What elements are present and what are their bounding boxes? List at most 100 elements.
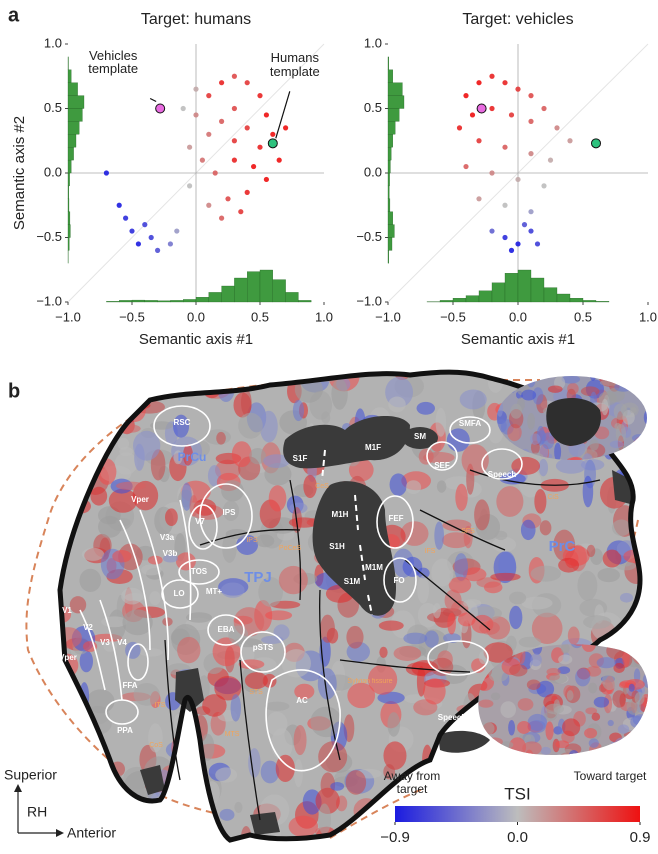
texture-blob: [245, 672, 268, 689]
texture-blob: [584, 728, 597, 738]
texture-blob: [591, 823, 616, 848]
roi-label: FFA: [122, 681, 137, 690]
texture-blob: [355, 827, 377, 849]
x-histogram-bar: [557, 294, 570, 302]
point: [245, 190, 250, 195]
x-histogram-bar: [183, 299, 196, 302]
y-tick-label: 0.0: [364, 164, 382, 179]
texture-blob: [509, 592, 526, 605]
texture-blob: [318, 803, 331, 834]
texture-blob: [577, 571, 597, 601]
texture-blob: [478, 700, 493, 708]
texture-blob: [379, 620, 404, 630]
x-histogram-bar: [119, 300, 132, 302]
roi-label: MT+: [206, 587, 223, 596]
point: [509, 248, 514, 253]
texture-blob: [293, 400, 304, 421]
point: [245, 80, 250, 85]
orientation: Superior RH Anterior: [4, 767, 116, 841]
texture-blob: [387, 712, 400, 737]
point: [257, 93, 262, 98]
texture-blob: [642, 631, 648, 638]
texture-blob: [379, 647, 387, 658]
texture-blob: [469, 774, 497, 806]
x-axis-label: Semantic axis #1: [139, 331, 253, 348]
texture-blob: [231, 694, 241, 721]
point: [232, 74, 237, 79]
sulcus-label: Sylvian fissure: [345, 678, 395, 702]
point: [219, 80, 224, 85]
roi-label: S1F: [293, 454, 308, 463]
sulcus-label: IFS: [425, 548, 436, 555]
x-histogram-bar: [196, 297, 209, 302]
roi-label: V4: [117, 638, 127, 647]
point: [489, 74, 494, 79]
orientation-label: RH: [27, 804, 47, 820]
texture-blob: [53, 749, 83, 775]
texture-blob: [506, 369, 538, 382]
texture-blob: [117, 816, 148, 825]
texture-blob: [632, 434, 646, 442]
y-histogram-bar: [388, 134, 393, 147]
texture-blob: [190, 495, 198, 517]
point: [187, 145, 192, 150]
landmark-label: PrCu: [178, 450, 207, 464]
point: [528, 151, 533, 156]
roi-label: FEF: [388, 514, 403, 523]
texture-blob: [460, 750, 492, 774]
point: [470, 112, 475, 117]
texture-blob: [614, 382, 632, 391]
roi-label: EBA: [218, 625, 235, 634]
point: [528, 209, 533, 214]
panel-label: b: [8, 380, 20, 402]
y-histogram-bar: [388, 70, 393, 83]
y-histogram-bar: [68, 96, 84, 109]
point: [232, 138, 237, 143]
roi-label: SM: [414, 432, 426, 441]
roi-label: AC: [296, 696, 308, 705]
x-histogram-bar: [106, 301, 119, 302]
texture-blob: [530, 654, 541, 667]
texture-blob: [641, 642, 655, 657]
roi-label: M1M: [365, 563, 383, 572]
texture-blob: [54, 627, 82, 648]
x-tick-label: 0.5: [251, 309, 269, 324]
texture-blob: [509, 664, 527, 676]
y-histogram-bar: [388, 238, 392, 251]
point: [129, 228, 134, 233]
texture-blob: [419, 449, 434, 465]
chart-title: Target: vehicles: [462, 11, 573, 28]
texture-blob: [546, 668, 560, 676]
texture-blob: [490, 573, 520, 581]
texture-blob: [173, 811, 202, 840]
texture-blob: [590, 369, 596, 381]
texture-blob: [616, 424, 626, 443]
y-histogram-bar: [68, 199, 69, 212]
point: [567, 138, 572, 143]
colorbar-tick-label: 0.0: [507, 829, 528, 846]
x-histogram-bar: [273, 280, 286, 302]
x-tick-label: 0.0: [509, 309, 527, 324]
texture-blob: [612, 519, 631, 536]
point: [509, 112, 514, 117]
point: [206, 93, 211, 98]
point: [502, 203, 507, 208]
texture-blob: [548, 385, 563, 392]
texture-blob: [588, 755, 601, 767]
annotation: Vehicles template: [73, 49, 153, 85]
texture-blob: [121, 588, 143, 605]
texture-blob: [629, 684, 635, 692]
roi-label: M1H: [332, 510, 349, 519]
roi-label: IPS: [223, 508, 237, 517]
point: [219, 119, 224, 124]
texture-blob: [584, 827, 592, 849]
sulcus-label: CiS: [547, 494, 559, 501]
point: [225, 196, 230, 201]
x-tick-label: 1.0: [639, 309, 657, 324]
texture-blob: [491, 692, 501, 700]
point: [463, 164, 468, 169]
texture-blob: [310, 707, 342, 738]
y-tick-label: −1.0: [36, 293, 62, 308]
point: [515, 177, 520, 182]
roi-label: M1F: [365, 443, 381, 452]
